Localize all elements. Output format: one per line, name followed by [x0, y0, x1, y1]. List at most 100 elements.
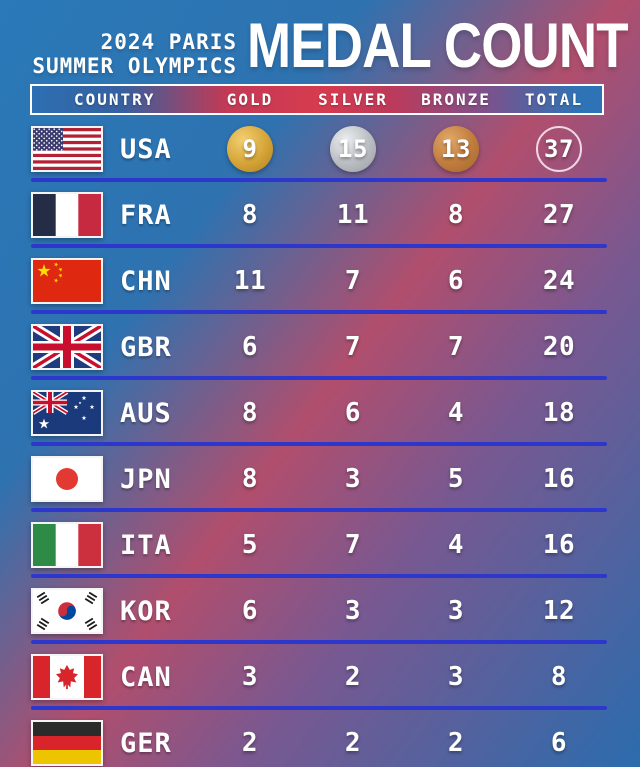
row-divider: [31, 178, 607, 182]
gold-cell: 11: [200, 266, 300, 296]
country-cell: AUS: [0, 390, 200, 436]
bronze-cell: 7: [406, 332, 506, 362]
total-cell: 20: [506, 332, 612, 362]
total-circle-icon: 12: [543, 596, 575, 626]
gold-count: 2: [241, 728, 259, 758]
total-count: 16: [542, 464, 576, 494]
total-count: 6: [550, 728, 568, 758]
total-cell: 37: [506, 126, 612, 172]
country-code: FRA: [120, 199, 172, 231]
country-code: KOR: [120, 595, 172, 627]
australia-flag: [31, 390, 103, 436]
country-code: GBR: [120, 331, 172, 363]
table-header: COUNTRY GOLD SILVER BRONZE TOTAL: [30, 84, 604, 115]
silver-cell: 7: [300, 530, 406, 560]
silver-count: 7: [344, 530, 362, 560]
total-circle-icon: 24: [543, 266, 575, 296]
silver-medal-icon: 7: [345, 266, 361, 296]
bronze-cell: 6: [406, 266, 506, 296]
bronze-medal-icon: 4: [448, 398, 464, 428]
page-title: MEDAL COUNT: [247, 11, 629, 81]
china-flag: [31, 258, 103, 304]
country-cell: USA: [0, 126, 200, 172]
total-count: 16: [542, 530, 576, 560]
bronze-cell: 5: [406, 464, 506, 494]
total-circle-icon: 16: [543, 530, 575, 560]
table-row: AUS 8 6 4 18: [0, 380, 640, 446]
bronze-count: 6: [447, 266, 465, 296]
bronze-medal-icon: 3: [448, 596, 464, 626]
gold-cell: 6: [200, 596, 300, 626]
row-divider: [31, 442, 607, 446]
country-code: GER: [120, 727, 172, 759]
column-label-country: COUNTRY: [74, 90, 156, 109]
row-divider: [31, 640, 607, 644]
silver-count: 11: [336, 200, 370, 230]
silver-count: 7: [344, 266, 362, 296]
total-cell: 8: [506, 662, 612, 692]
gold-cell: 6: [200, 332, 300, 362]
silver-count: 6: [344, 398, 362, 428]
table-row: GER 2 2 2 6: [0, 710, 640, 767]
gold-count: 8: [241, 398, 259, 428]
country-cell: FRA: [0, 192, 200, 238]
row-divider: [31, 376, 607, 380]
total-cell: 16: [506, 530, 612, 560]
event-subtitle-line1: 2024 PARIS: [100, 30, 237, 54]
silver-cell: 2: [300, 728, 406, 758]
gold-medal-icon: 8: [242, 464, 258, 494]
country-code: AUS: [120, 397, 172, 429]
bronze-medal-icon: 8: [448, 200, 464, 230]
total-circle-icon: 6: [551, 728, 567, 758]
bronze-count: 3: [447, 662, 465, 692]
gold-count: 11: [233, 266, 267, 296]
japan-flag: [31, 456, 103, 502]
country-code: ITA: [120, 529, 172, 561]
table-row: KOR 6 3 3 12: [0, 578, 640, 644]
gold-medal-icon: 8: [242, 398, 258, 428]
bronze-medal-icon: 5: [448, 464, 464, 494]
bronze-count: 4: [447, 530, 465, 560]
gold-cell: 2: [200, 728, 300, 758]
gold-medal-icon: 6: [242, 596, 258, 626]
bronze-cell: 4: [406, 398, 506, 428]
row-divider: [31, 244, 607, 248]
silver-cell: 15: [300, 126, 406, 172]
total-cell: 6: [506, 728, 612, 758]
silver-cell: 3: [300, 596, 406, 626]
bronze-medal-icon: 7: [448, 332, 464, 362]
bronze-medal-icon: 4: [448, 530, 464, 560]
bronze-count: 3: [447, 596, 465, 626]
country-cell: JPN: [0, 456, 200, 502]
gold-count: 5: [241, 530, 259, 560]
total-count: 37: [544, 135, 574, 163]
table-row: FRA 8 11 8 27: [0, 182, 640, 248]
silver-cell: 7: [300, 332, 406, 362]
total-count: 18: [542, 398, 576, 428]
column-label-total: TOTAL: [524, 90, 584, 109]
country-cell: KOR: [0, 588, 200, 634]
bronze-count: 7: [447, 332, 465, 362]
gold-count: 6: [241, 596, 259, 626]
silver-count: 2: [344, 662, 362, 692]
total-circle-icon: 37: [536, 126, 582, 172]
silver-cell: 7: [300, 266, 406, 296]
total-cell: 12: [506, 596, 612, 626]
gold-medal-icon: 3: [242, 662, 258, 692]
country-cell: CAN: [0, 654, 200, 700]
silver-count: 7: [344, 332, 362, 362]
bronze-count: 13: [441, 135, 471, 163]
bronze-cell: 2: [406, 728, 506, 758]
total-count: 12: [542, 596, 576, 626]
event-subtitle-line2: SUMMER OLYMPICS: [32, 53, 237, 78]
silver-count: 3: [344, 596, 362, 626]
silver-cell: 11: [300, 200, 406, 230]
gold-medal-icon: 6: [242, 332, 258, 362]
table-row: USA 9 15 13 37: [0, 116, 640, 182]
country-cell: CHN: [0, 258, 200, 304]
total-count: 20: [542, 332, 576, 362]
germany-flag: [31, 720, 103, 766]
bronze-medal-icon: 2: [448, 728, 464, 758]
silver-medal-icon: 3: [345, 464, 361, 494]
